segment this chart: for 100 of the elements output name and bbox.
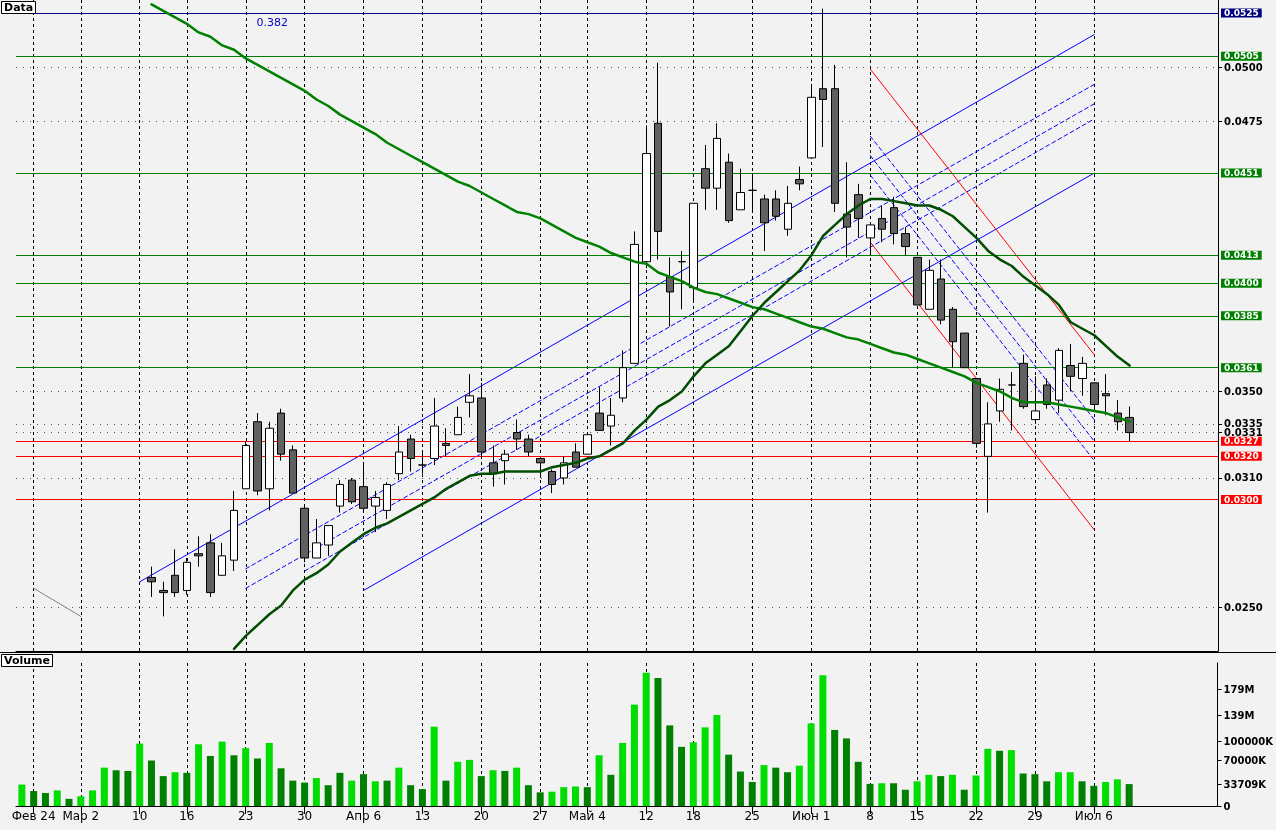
bar: [159, 776, 167, 806]
candlestick: [454, 406, 462, 436]
bar: [407, 785, 415, 806]
x-tick-label: 22: [968, 809, 984, 823]
bar: [689, 742, 697, 806]
bar: [760, 765, 768, 806]
bar: [666, 725, 674, 806]
candlestick: [784, 185, 792, 237]
bar: [501, 770, 509, 806]
x-tick-label: 23: [238, 809, 254, 823]
bar: [454, 761, 462, 806]
candlestick: [890, 196, 898, 245]
candlestick: [1008, 371, 1016, 431]
bar: [960, 789, 968, 806]
candlestick: [984, 401, 992, 514]
candlestick: [795, 166, 804, 191]
candlestick: [265, 421, 274, 511]
candlestick: [336, 479, 344, 514]
y-tick-label: 0.0331: [1224, 427, 1263, 439]
bar: [1102, 781, 1110, 806]
bar: [984, 748, 992, 806]
bar: [524, 785, 532, 806]
ref-line-label: 0.0400: [1224, 278, 1259, 289]
bar: [312, 778, 320, 806]
bar: [560, 787, 568, 806]
bar: [218, 741, 226, 806]
x-tick-label: 15: [909, 809, 925, 823]
ref-line-label: 0.0505: [1224, 51, 1259, 62]
candlestick: [619, 349, 627, 403]
y-tick-label: 33709K: [1223, 778, 1268, 790]
bar: [466, 759, 474, 806]
x-tick-label: 30: [296, 809, 313, 823]
candlestick: [949, 306, 957, 369]
bar: [41, 793, 49, 806]
bar: [642, 672, 650, 806]
bar: [901, 789, 909, 806]
candlestick: [1055, 347, 1063, 414]
x-tick-label: 20: [473, 809, 489, 823]
x-tick-label: 29: [1027, 809, 1043, 823]
bar: [371, 781, 379, 806]
y-tick-label: 100000K: [1223, 735, 1275, 747]
bar: [442, 780, 450, 806]
candlestick: [960, 332, 969, 369]
candlestick: [194, 535, 203, 568]
bar: [1054, 772, 1062, 806]
bar: [100, 767, 108, 806]
candlestick: [218, 542, 226, 576]
bar: [183, 772, 191, 806]
x-tick-label: 16: [179, 809, 195, 823]
bar: [678, 746, 686, 806]
bar: [1007, 750, 1015, 806]
bar: [359, 774, 367, 806]
bar: [336, 772, 344, 806]
bar: [654, 677, 662, 806]
candlestick: [772, 189, 780, 222]
x-tick-label: 18: [685, 809, 701, 823]
bar: [53, 790, 61, 806]
bar: [1043, 781, 1051, 806]
candlestick: [901, 226, 910, 256]
candlestick: [371, 490, 380, 533]
y-tick-label: 0.0350: [1224, 385, 1263, 397]
annotation: 0.382: [256, 16, 288, 29]
candlestick: [159, 581, 168, 617]
bar: [242, 748, 250, 806]
candlestick: [407, 434, 415, 472]
bar: [513, 767, 521, 806]
candlestick: [1066, 343, 1075, 392]
bar: [477, 776, 485, 806]
ref-line-label: 0.0385: [1224, 310, 1259, 321]
candlestick: [878, 204, 886, 243]
candlestick: [736, 168, 745, 211]
bar: [572, 786, 580, 806]
y-tick-label: 0.0335: [1224, 418, 1263, 430]
candlestick: [701, 144, 710, 211]
bar: [819, 675, 827, 806]
y-tick-label: 0: [1223, 800, 1231, 812]
bar: [842, 738, 850, 806]
candlestick: [147, 566, 156, 598]
bar: [925, 774, 933, 806]
bar: [913, 781, 921, 806]
x-tick-label: 27: [532, 809, 548, 823]
bar: [630, 704, 638, 806]
bar: [1078, 781, 1086, 806]
ref-line-label: 0.0320: [1224, 451, 1259, 462]
bar: [583, 787, 591, 806]
bar: [1066, 772, 1074, 806]
candlestick: [760, 194, 769, 252]
bar: [489, 770, 497, 806]
candlestick: [713, 122, 721, 211]
ref-line-label: 0.0525: [1224, 7, 1259, 18]
bar: [1090, 785, 1098, 806]
x-tick-label: 13: [414, 809, 431, 823]
bar: [619, 742, 627, 806]
candlestick: [524, 434, 533, 457]
x-tick-label: Мар 2: [62, 809, 100, 823]
candlestick: [501, 449, 509, 485]
candlestick: [324, 525, 333, 557]
y-tick-label: 179M: [1223, 684, 1255, 696]
x-tick-label: Фев 24: [11, 809, 56, 823]
bar: [195, 744, 203, 806]
